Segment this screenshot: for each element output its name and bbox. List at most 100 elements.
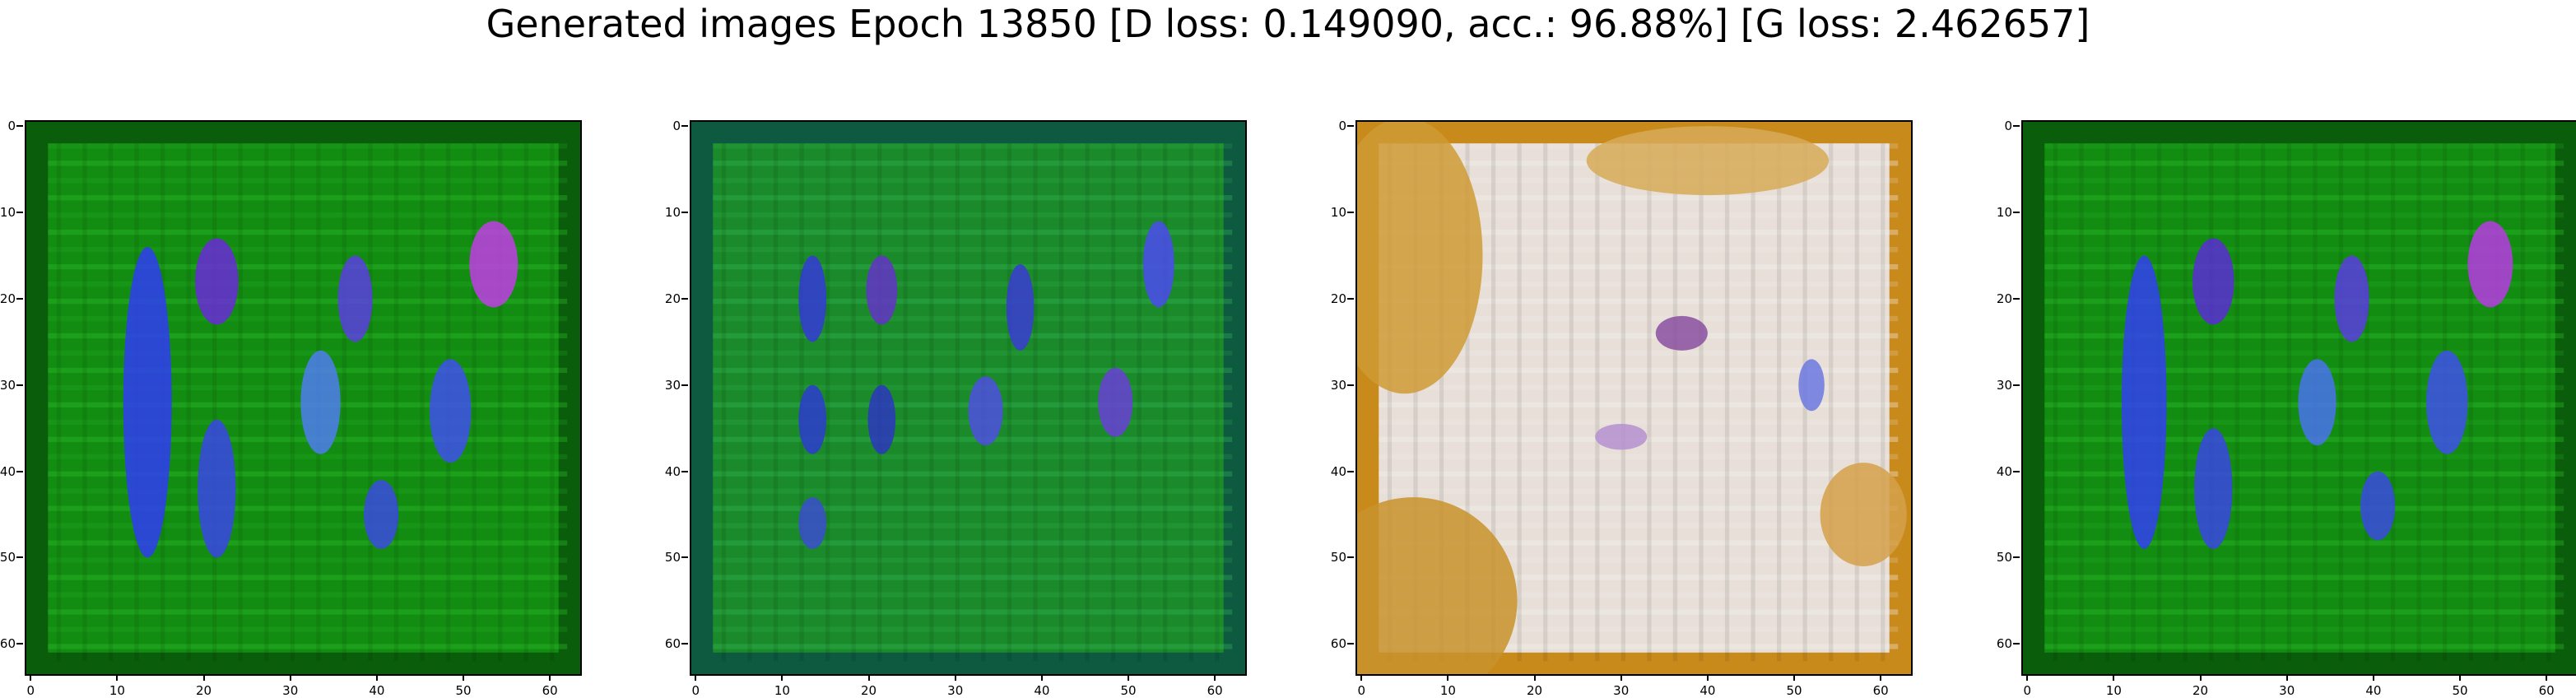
texture-row (48, 592, 568, 598)
generated-image-panel-4: 0 10 20 30 40 50 60 0 10 20 30 40 50 60 (1997, 119, 2576, 698)
y-tick-label: 20 (1330, 291, 1346, 306)
image-blob (1655, 315, 1708, 351)
texture-row (48, 575, 568, 580)
x-tick-label: 30 (1613, 683, 1630, 698)
texture-column (1672, 143, 1678, 662)
y-tick-mark (1347, 125, 1354, 128)
image-blob (798, 384, 827, 454)
y-tick-mark (16, 297, 23, 300)
texture-row (713, 333, 1233, 339)
x-tick-label: 0 (691, 683, 700, 698)
x-tick-mark (1533, 674, 1536, 681)
image-blob (1142, 221, 1174, 308)
y-tick-mark (1347, 470, 1354, 472)
texture-row (48, 609, 568, 615)
x-tick-label: 30 (2279, 683, 2295, 698)
texture-row (2044, 436, 2564, 442)
y-tick-label: 20 (1996, 291, 2012, 306)
texture-row (1379, 488, 1899, 494)
texture-row (48, 557, 568, 563)
texture-row (48, 471, 568, 477)
texture-row (48, 488, 568, 494)
texture-row (713, 367, 1233, 374)
texture-column (2183, 143, 2188, 662)
texture-row (2044, 523, 2564, 528)
image-border-tone (691, 122, 1245, 674)
texture-row (2044, 212, 2564, 218)
texture-row (2044, 454, 2564, 459)
figure-title: Generated images Epoch 13850 [D loss: 0.… (486, 2, 2090, 46)
texture-row (2044, 609, 2564, 615)
x-tick-mark (549, 674, 551, 681)
y-tick-mark (2013, 297, 2020, 300)
texture-row (48, 298, 568, 305)
image-frame (25, 120, 582, 676)
texture-column (1647, 143, 1652, 662)
texture-column (1699, 143, 1704, 662)
y-tick-mark (2013, 643, 2020, 645)
texture-column (2364, 143, 2369, 662)
texture-column (1215, 143, 1220, 662)
image-blob (123, 247, 172, 558)
texture-row (1379, 263, 1899, 270)
texture-column (2234, 143, 2239, 662)
y-tick-mark (681, 643, 688, 645)
x-tick-label: 30 (947, 683, 964, 698)
texture-row (713, 488, 1233, 494)
texture-row (1379, 298, 1899, 305)
y-tick-label: 30 (664, 377, 681, 393)
texture-row (1379, 367, 1899, 374)
x-tick-mark (1040, 674, 1043, 681)
image-frame (1355, 120, 1913, 676)
texture-row (713, 161, 1233, 166)
texture-column (186, 143, 191, 662)
x-tick-mark (1706, 674, 1709, 681)
texture-row (48, 212, 568, 218)
image-blob (798, 255, 827, 342)
y-tick-mark (2013, 556, 2020, 559)
texture-column (929, 143, 934, 662)
texture-row (713, 575, 1233, 580)
texture-column (264, 143, 269, 662)
x-tick-mark (375, 674, 378, 681)
y-tick-mark (681, 212, 688, 214)
image-blob (2194, 428, 2233, 549)
image-blob (2192, 238, 2234, 325)
texture-row (1379, 592, 1899, 598)
texture-column (1439, 143, 1444, 662)
x-tick-label: 40 (1700, 683, 1716, 698)
texture-column (2468, 143, 2473, 662)
x-tick-label: 50 (1120, 683, 1137, 698)
image-blob (198, 419, 236, 558)
x-tick-label: 40 (2365, 683, 2382, 698)
texture-column (1724, 143, 1730, 662)
y-tick-label: 40 (0, 463, 16, 479)
texture-column (2286, 143, 2291, 662)
x-tick-mark (116, 674, 119, 681)
x-tick-label: 10 (774, 683, 790, 698)
texture-column (1387, 143, 1393, 662)
image-blob (195, 238, 239, 325)
image-blob (1006, 263, 1035, 351)
x-tick-label: 40 (369, 683, 385, 698)
generated-image-panel-2: 0 10 20 30 40 50 60 0 10 20 30 40 50 60 (665, 119, 1248, 698)
x-tick-mark (2199, 674, 2202, 681)
texture-column (2261, 143, 2266, 662)
texture-row (1379, 402, 1899, 408)
texture-row (713, 315, 1233, 322)
texture-row (2044, 333, 2564, 339)
texture-row (713, 350, 1233, 356)
generated-image-panel-1: 0 10 20 30 40 50 60 0 10 20 30 40 50 60 (0, 119, 584, 698)
generated-image-panel-3: 0 10 20 30 40 50 60 0 10 20 30 40 50 60 (1331, 119, 1914, 698)
y-tick-label: 40 (664, 463, 681, 479)
x-tick-mark (2026, 674, 2029, 681)
texture-row (48, 540, 568, 546)
texture-row (713, 592, 1233, 598)
generated-image-2 (691, 122, 1245, 674)
texture-column (955, 143, 960, 662)
texture-row (1379, 350, 1899, 356)
x-tick-mark (954, 674, 956, 681)
texture-column (56, 143, 62, 662)
y-tick-label: 10 (1996, 205, 2012, 221)
y-tick-label: 0 (1338, 119, 1346, 134)
